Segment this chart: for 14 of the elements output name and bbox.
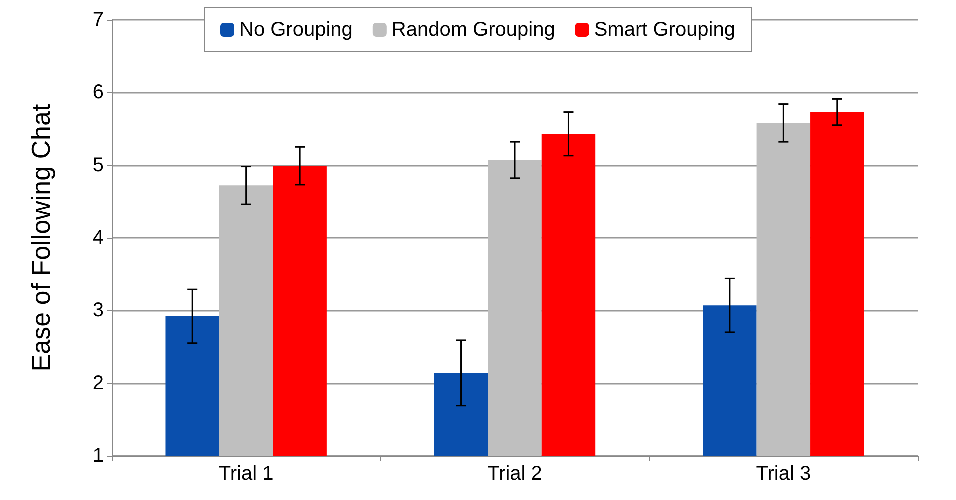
x-tick-label: Trial 2 — [488, 463, 542, 485]
legend-label: Random Grouping — [392, 19, 556, 41]
y-tick-label: 3 — [92, 300, 104, 322]
y-tick-label: 6 — [92, 82, 104, 104]
legend-label: No Grouping — [240, 19, 353, 41]
x-tick-label: Trial 1 — [218, 463, 274, 485]
y-tick-label: 5 — [92, 154, 104, 176]
y-tick-label: 1 — [92, 445, 104, 467]
y-axis-title: Ease of Following Chat — [26, 104, 56, 372]
y-tick-label: 2 — [92, 372, 104, 394]
y-tick-label: 7 — [92, 9, 104, 31]
y-tick-label: 4 — [92, 227, 104, 249]
legend-label: Smart Grouping — [594, 19, 736, 41]
x-tick-label: Trial 3 — [756, 463, 812, 485]
